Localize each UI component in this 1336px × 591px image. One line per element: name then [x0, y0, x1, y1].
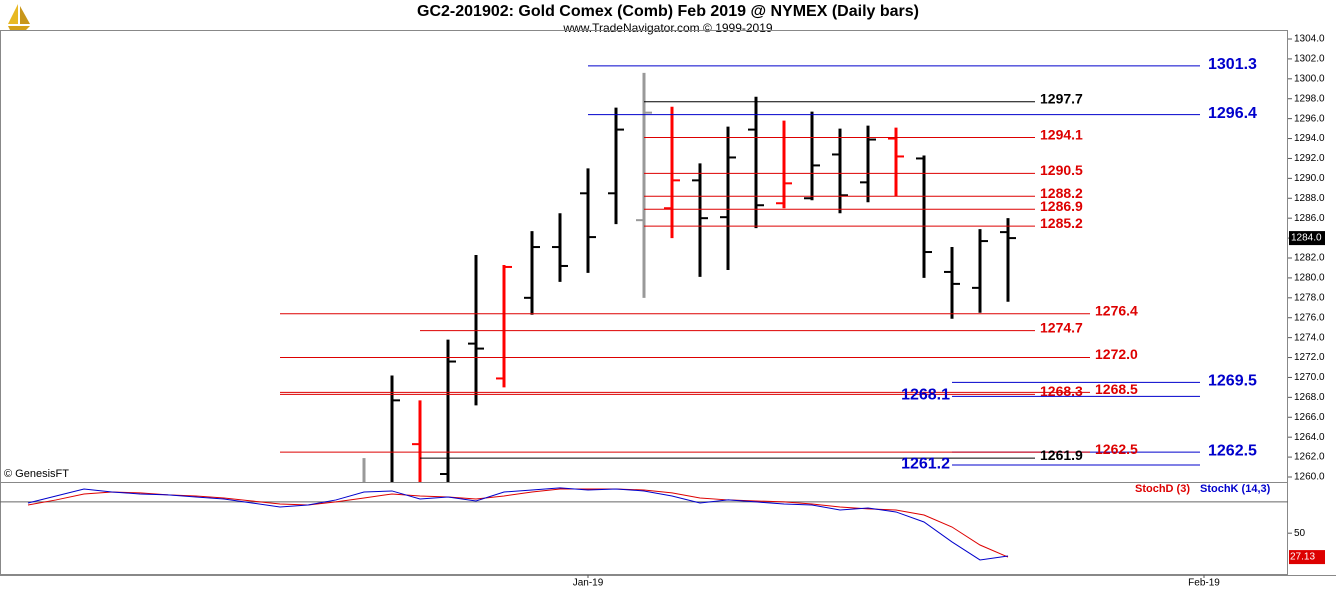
y-tick-label: 1274.0: [1294, 332, 1325, 343]
y-tick-label: 1290.0: [1294, 173, 1325, 184]
y-tick-label: 1304.0: [1294, 34, 1325, 45]
level-label: 1301.3: [1208, 56, 1257, 73]
y-tick-label: 1298.0: [1294, 93, 1325, 104]
level-label: 1268.5: [1095, 381, 1138, 397]
y-tick-label: 50: [1294, 528, 1306, 539]
price-plot: [362, 72, 1016, 482]
y-tick-label: 1264.0: [1294, 432, 1325, 443]
level-label: 1285.2: [1040, 215, 1083, 231]
y-tick-label: 1268.0: [1294, 392, 1325, 403]
y-tick-label: 1280.0: [1294, 273, 1325, 284]
y-tick-label: 1282.0: [1294, 253, 1325, 264]
level-label: 1296.4: [1208, 105, 1257, 122]
level-label: 1286.9: [1040, 198, 1083, 214]
level-label: 1272.0: [1095, 346, 1138, 362]
level-label: 1290.5: [1040, 162, 1083, 178]
y-tick-label: 1272.0: [1294, 352, 1325, 363]
level-label: 1261.2: [901, 455, 950, 472]
y-tick-label: 1262.0: [1294, 452, 1325, 463]
y-tick-label: 1302.0: [1294, 54, 1325, 65]
level-label: 1276.4: [1095, 302, 1138, 318]
value-marker: [1289, 550, 1325, 565]
legend-entry: StochK (14,3): [1200, 483, 1271, 495]
y-tick-label: 1266.0: [1294, 412, 1325, 423]
stoch-line: [27, 488, 1009, 558]
copyright: © GenesisFT: [4, 468, 69, 480]
y-tick-label: 1288.0: [1294, 193, 1325, 204]
level-label: 1274.7: [1040, 319, 1083, 335]
value-marker-label: 27.13: [1290, 552, 1315, 563]
stoch-plot: [0, 487, 1288, 561]
level-label: 1268.3: [1040, 383, 1083, 399]
logo: [2, 2, 34, 30]
x-tick-label: Jan-19: [573, 578, 604, 589]
price-marker-label: 1284.0: [1291, 233, 1322, 244]
level-label: 1269.5: [1208, 373, 1257, 390]
y-tick-label: 1294.0: [1294, 133, 1325, 144]
y-tick-label: 1278.0: [1294, 292, 1325, 303]
x-tick-label: Feb-19: [1188, 578, 1220, 589]
level-label: 1262.5: [1095, 441, 1138, 457]
level-label: 1262.5: [1208, 442, 1257, 459]
legend-entry: StochD (3): [1135, 483, 1190, 495]
stoch-line: [27, 487, 1009, 561]
level-label: 1288.2: [1040, 185, 1083, 201]
y-tick-label: 1260.0: [1294, 472, 1325, 483]
level-label: 1294.1: [1040, 126, 1083, 142]
level-label: 1268.1: [901, 387, 950, 404]
y-tick-label: 1300.0: [1294, 73, 1325, 84]
subtitle: www.TradeNavigator.com © 1999-2019: [562, 21, 772, 35]
y-tick-label: 1270.0: [1294, 372, 1325, 383]
y-tick-label: 1292.0: [1294, 153, 1325, 164]
title: GC2-201902: Gold Comex (Comb) Feb 2019 @…: [417, 3, 919, 20]
y-tick-label: 1276.0: [1294, 312, 1325, 323]
plot-frame: [0, 30, 1288, 575]
level-label: 1297.7: [1040, 90, 1083, 106]
level-label: 1261.9: [1040, 447, 1083, 463]
y-tick-label: 1286.0: [1294, 213, 1325, 224]
y-tick-label: 1296.0: [1294, 113, 1325, 124]
price-marker: [1289, 231, 1325, 246]
